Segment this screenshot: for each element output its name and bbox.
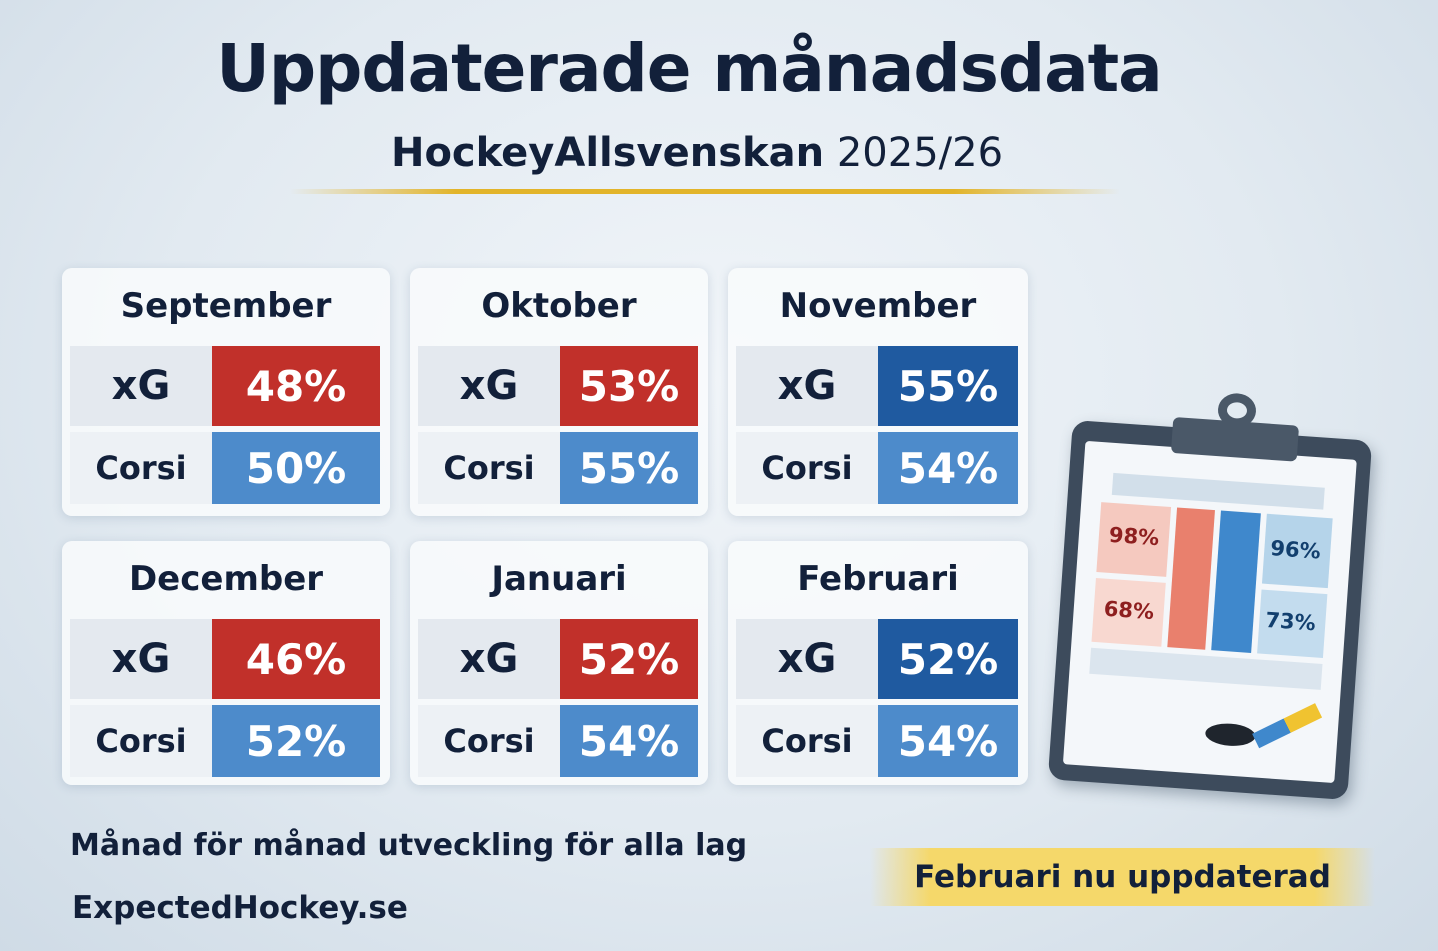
corsi-row: Corsi 50% xyxy=(70,432,380,504)
hockey-stick-icon xyxy=(1252,703,1323,749)
xg-label: xG xyxy=(70,619,212,699)
xg-value: 52% xyxy=(878,619,1018,699)
month-card-december: December xG 46% Corsi 52% xyxy=(62,541,390,785)
xg-value: 48% xyxy=(212,346,380,426)
clipboard-icon: 98% 96% 68% 73% xyxy=(1047,392,1373,801)
season: 2025/26 xyxy=(836,130,1004,176)
corsi-value: 52% xyxy=(212,705,380,777)
xg-value: 53% xyxy=(560,346,698,426)
xg-row: xG 53% xyxy=(418,346,698,426)
month-name: November xyxy=(779,286,977,326)
corsi-value: 54% xyxy=(878,432,1018,504)
month-name: Oktober xyxy=(481,286,637,326)
tagline: Månad för månad utveckling för alla lag xyxy=(70,828,748,863)
league-name: HockeyAllsvenskan xyxy=(390,130,825,176)
puck-icon xyxy=(1204,722,1257,748)
month-card-februari: Februari xG 52% Corsi 54% xyxy=(728,541,1028,785)
xg-row: xG 48% xyxy=(70,346,380,426)
corsi-label: Corsi xyxy=(736,432,878,504)
corsi-value: 50% xyxy=(212,432,380,504)
month-name: September xyxy=(120,286,332,326)
month-card-november: November xG 55% Corsi 54% xyxy=(728,268,1028,516)
xg-label: xG xyxy=(736,619,878,699)
xg-value: 52% xyxy=(560,619,698,699)
clipboard-value: 98% xyxy=(1108,522,1160,551)
corsi-row: Corsi 52% xyxy=(70,705,380,777)
month-name: December xyxy=(128,559,324,599)
month-name: Januari xyxy=(491,559,627,599)
corsi-label: Corsi xyxy=(70,432,212,504)
xg-label: xG xyxy=(736,346,878,426)
corsi-label: Corsi xyxy=(418,432,560,504)
corsi-label: Corsi xyxy=(418,705,560,777)
corsi-label: Corsi xyxy=(70,705,212,777)
xg-value: 55% xyxy=(878,346,1018,426)
xg-label: xG xyxy=(418,619,560,699)
xg-value: 46% xyxy=(212,619,380,699)
clipboard-value: 68% xyxy=(1103,596,1155,625)
month-card-september: September xG 48% Corsi 50% xyxy=(62,268,390,516)
xg-label: xG xyxy=(418,346,560,426)
corsi-row: Corsi 54% xyxy=(418,705,698,777)
clipboard-paper: 98% 96% 68% 73% xyxy=(1062,440,1357,784)
page-title: Uppdaterade månadsdata xyxy=(216,30,1162,107)
corsi-value: 54% xyxy=(560,705,698,777)
title-underline xyxy=(290,189,1120,194)
xg-row: xG 52% xyxy=(418,619,698,699)
xg-row: xG 52% xyxy=(736,619,1018,699)
month-card-oktober: Oktober xG 53% Corsi 55% xyxy=(410,268,708,516)
corsi-value: 54% xyxy=(878,705,1018,777)
update-badge: Februari nu uppdaterad xyxy=(870,848,1375,906)
corsi-row: Corsi 55% xyxy=(418,432,698,504)
page-subtitle: HockeyAllsvenskan 2025/26 xyxy=(0,130,1394,176)
xg-label: xG xyxy=(70,346,212,426)
site-link[interactable]: ExpectedHockey.se xyxy=(72,890,408,926)
corsi-label: Corsi xyxy=(736,705,878,777)
clipboard-value: 73% xyxy=(1264,607,1317,636)
clipboard-value: 96% xyxy=(1269,536,1322,564)
corsi-value: 55% xyxy=(560,432,698,504)
month-card-januari: Januari xG 52% Corsi 54% xyxy=(410,541,708,785)
xg-row: xG 55% xyxy=(736,346,1018,426)
month-name: Februari xyxy=(797,559,959,599)
corsi-row: Corsi 54% xyxy=(736,705,1018,777)
xg-row: xG 46% xyxy=(70,619,380,699)
corsi-row: Corsi 54% xyxy=(736,432,1018,504)
